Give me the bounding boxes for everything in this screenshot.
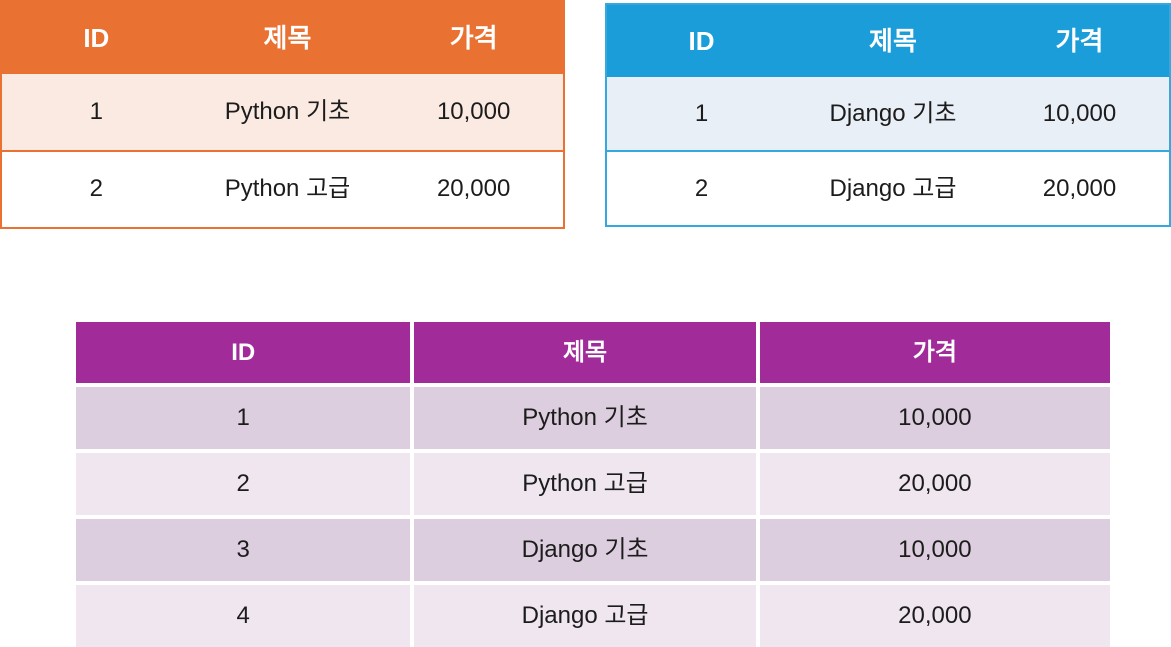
- cell-price: 20,000: [1042, 174, 1117, 202]
- column-header-title: 제목: [869, 26, 917, 56]
- cell-title: Django 기초: [829, 99, 957, 127]
- column-header-id: ID: [76, 322, 411, 383]
- django-courses-table: ID 제목 가격 1 Django 기초 10,000 2 Django 고급 …: [605, 3, 1171, 227]
- column-header-id: ID: [688, 26, 715, 56]
- table-header-row: ID 제목 가격: [76, 322, 1110, 383]
- cell-id: 1: [76, 387, 411, 449]
- cell-price: 10,000: [759, 519, 1110, 581]
- cell-id: 1: [89, 97, 103, 125]
- cell-price: 20,000: [436, 175, 511, 203]
- table-row: 1 Python 기초 10,000: [76, 387, 1110, 449]
- cell-id: 2: [76, 453, 411, 515]
- column-header-price: 가격: [759, 322, 1110, 383]
- cell-price: 20,000: [759, 453, 1110, 515]
- table-header-row: ID 제목 가격: [2, 2, 563, 74]
- table-row: 2 Python 고급 20,000: [76, 453, 1110, 515]
- column-header-price: 가격: [1055, 26, 1104, 56]
- cell-price: 10,000: [436, 97, 511, 125]
- python-courses-table: ID 제목 가격 1 Python 기초 10,000 2 Python 고급 …: [0, 0, 565, 229]
- cell-id: 2: [694, 174, 709, 202]
- cell-title: Python 기초: [414, 387, 756, 449]
- cell-id: 4: [76, 585, 411, 647]
- column-header-price: 가격: [449, 23, 498, 53]
- cell-title: Python 기초: [224, 97, 351, 125]
- cell-title: Django 고급: [829, 174, 957, 202]
- cell-price: 10,000: [759, 387, 1110, 449]
- table-header-row: ID 제목 가격: [607, 5, 1169, 77]
- table-row: 1 Django 기초 10,000: [607, 77, 1169, 150]
- table-row: 2 Django 고급 20,000: [607, 150, 1169, 225]
- cell-id: 1: [694, 99, 709, 127]
- column-header-id: ID: [83, 23, 110, 53]
- column-header-title: 제목: [263, 23, 312, 53]
- cell-title: Python 고급: [414, 453, 756, 515]
- cell-title: Python 고급: [224, 175, 351, 203]
- combined-courses-table: ID 제목 가격 1 Python 기초 10,000 2 Python 고급 …: [76, 322, 1110, 647]
- cell-price: 10,000: [1042, 99, 1117, 127]
- table-row: 4 Django 고급 20,000: [76, 585, 1110, 647]
- cell-title: Django 고급: [414, 585, 756, 647]
- column-header-title: 제목: [414, 322, 756, 383]
- table-row: 2 Python 고급 20,000: [2, 149, 563, 227]
- cell-id: 2: [89, 175, 103, 203]
- cell-title: Django 기초: [414, 519, 756, 581]
- table-row: 3 Django 기초 10,000: [76, 519, 1110, 581]
- cell-id: 3: [76, 519, 411, 581]
- table-row: 1 Python 기초 10,000: [2, 74, 563, 150]
- cell-price: 20,000: [759, 585, 1110, 647]
